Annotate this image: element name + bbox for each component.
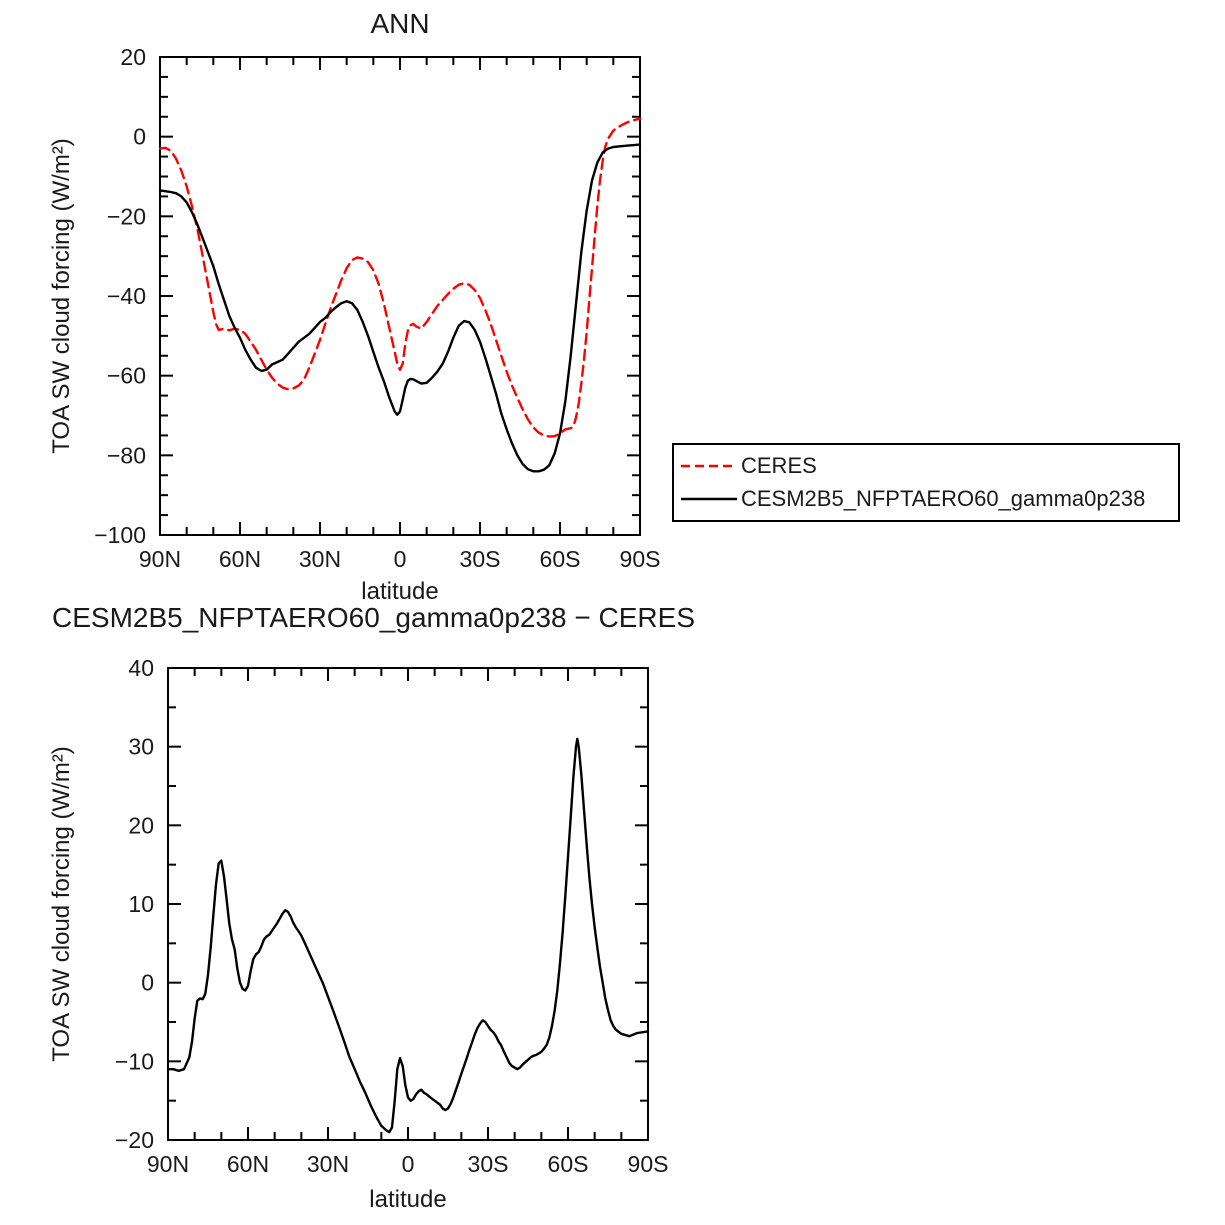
bottom-chart-title: CESM2B5_NFPTAERO60_gamma0p238 − CERES [52, 602, 695, 633]
top-chart-y-axis-label: TOA SW cloud forcing (W/m²) [48, 138, 75, 454]
x-tick-label: 0 [394, 546, 407, 572]
cesm-line-sample-icon [681, 498, 737, 501]
series-line-difference [166, 737, 650, 1134]
y-tick-label: 0 [133, 124, 146, 150]
x-tick-label: 30S [460, 546, 501, 572]
y-tick-label: −20 [107, 203, 146, 229]
x-tick-label: 60N [219, 546, 261, 572]
y-tick-label: 0 [141, 970, 154, 996]
x-tick-label: 0 [402, 1151, 415, 1177]
y-tick-label: −60 [107, 363, 146, 389]
y-tick-label: −20 [115, 1127, 154, 1153]
x-tick-label: 60S [548, 1151, 589, 1177]
legend-entry-cesm: CESM2B5_NFPTAERO60_gamma0p238 [679, 486, 1178, 512]
top-chart-title: ANN [370, 8, 430, 39]
series-line-CESM2B5_NFPTAERO60_gamma0p238 [158, 143, 642, 473]
x-tick-label: 60N [227, 1151, 269, 1177]
y-tick-label: −100 [94, 522, 146, 548]
chart-1: 90N 60N 30N 0 30S 60S 90S 40 30 20 10 0 −10 −20 [115, 655, 668, 1177]
legend-entry-ceres: CERES [679, 453, 1178, 479]
y-tick-label: 20 [120, 44, 146, 70]
legend-label-cesm: CESM2B5_NFPTAERO60_gamma0p238 [741, 486, 1146, 512]
x-tick-label: 30N [299, 546, 341, 572]
y-tick-label: 20 [128, 812, 154, 838]
ceres-line-sample-icon [681, 464, 737, 467]
y-tick-label: −40 [107, 283, 146, 309]
x-tick-label: 90N [147, 1151, 189, 1177]
series-line-CERES [158, 117, 642, 438]
legend-label-ceres: CERES [741, 452, 817, 478]
y-tick-label: 30 [128, 734, 154, 760]
x-tick-label: 90N [139, 546, 181, 572]
x-tick-label: 60S [540, 546, 581, 572]
legend-box: CERES CESM2B5_NFPTAERO60_gamma0p238 [672, 443, 1180, 522]
axis-frame [159, 56, 641, 536]
y-tick-label: 40 [128, 655, 154, 681]
y-tick-label: 10 [128, 891, 154, 917]
chart-0: 90N 60N 30N 0 30S 60S 90S 20 0 −20 −40 −60 −80 −100 [94, 44, 660, 572]
x-tick-label: 30S [468, 1151, 509, 1177]
x-tick-label: 90S [628, 1151, 669, 1177]
bottom-chart-y-axis-label: TOA SW cloud forcing (W/m²) [48, 746, 75, 1062]
x-tick-label: 30N [307, 1151, 349, 1177]
y-tick-label: −10 [115, 1048, 154, 1074]
axis-frame [167, 667, 649, 1141]
top-chart-x-axis-label: latitude [361, 578, 439, 605]
bottom-chart-x-axis-label: latitude [369, 1186, 447, 1213]
x-tick-label: 90S [620, 546, 661, 572]
y-tick-label: −80 [107, 442, 146, 468]
